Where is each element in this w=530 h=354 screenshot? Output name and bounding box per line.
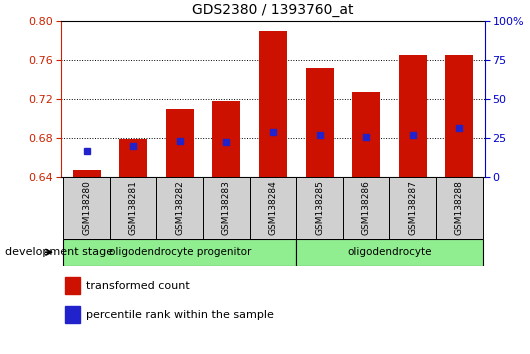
- Bar: [63, 177, 110, 239]
- Bar: [250, 177, 296, 239]
- Bar: [296, 239, 483, 266]
- Text: GSM138285: GSM138285: [315, 181, 324, 235]
- Text: GSM138284: GSM138284: [269, 181, 277, 235]
- Bar: [119, 139, 147, 177]
- Text: transformed count: transformed count: [86, 281, 190, 291]
- Bar: [445, 55, 473, 177]
- Text: GSM138286: GSM138286: [361, 181, 370, 235]
- Text: GSM138283: GSM138283: [222, 181, 231, 235]
- Text: GSM138281: GSM138281: [129, 181, 138, 235]
- Bar: [156, 177, 203, 239]
- Text: development stage: development stage: [5, 247, 113, 257]
- Bar: [390, 177, 436, 239]
- Bar: [296, 177, 343, 239]
- Bar: [65, 278, 80, 294]
- Bar: [352, 92, 380, 177]
- Text: GSM138287: GSM138287: [408, 181, 417, 235]
- Bar: [63, 239, 296, 266]
- Bar: [73, 170, 101, 177]
- Text: percentile rank within the sample: percentile rank within the sample: [86, 310, 274, 320]
- Text: GSM138288: GSM138288: [455, 181, 464, 235]
- Text: GSM138280: GSM138280: [82, 181, 91, 235]
- Bar: [166, 109, 194, 177]
- Bar: [399, 55, 427, 177]
- Bar: [203, 177, 250, 239]
- Bar: [213, 101, 240, 177]
- Bar: [259, 31, 287, 177]
- Text: oligodendrocyte: oligodendrocyte: [347, 247, 431, 257]
- Bar: [436, 177, 483, 239]
- Text: oligodendrocyte progenitor: oligodendrocyte progenitor: [109, 247, 251, 257]
- Bar: [306, 68, 333, 177]
- Title: GDS2380 / 1393760_at: GDS2380 / 1393760_at: [192, 4, 354, 17]
- Bar: [110, 177, 156, 239]
- Text: GSM138282: GSM138282: [175, 181, 184, 235]
- Bar: [343, 177, 390, 239]
- Bar: [65, 306, 80, 323]
